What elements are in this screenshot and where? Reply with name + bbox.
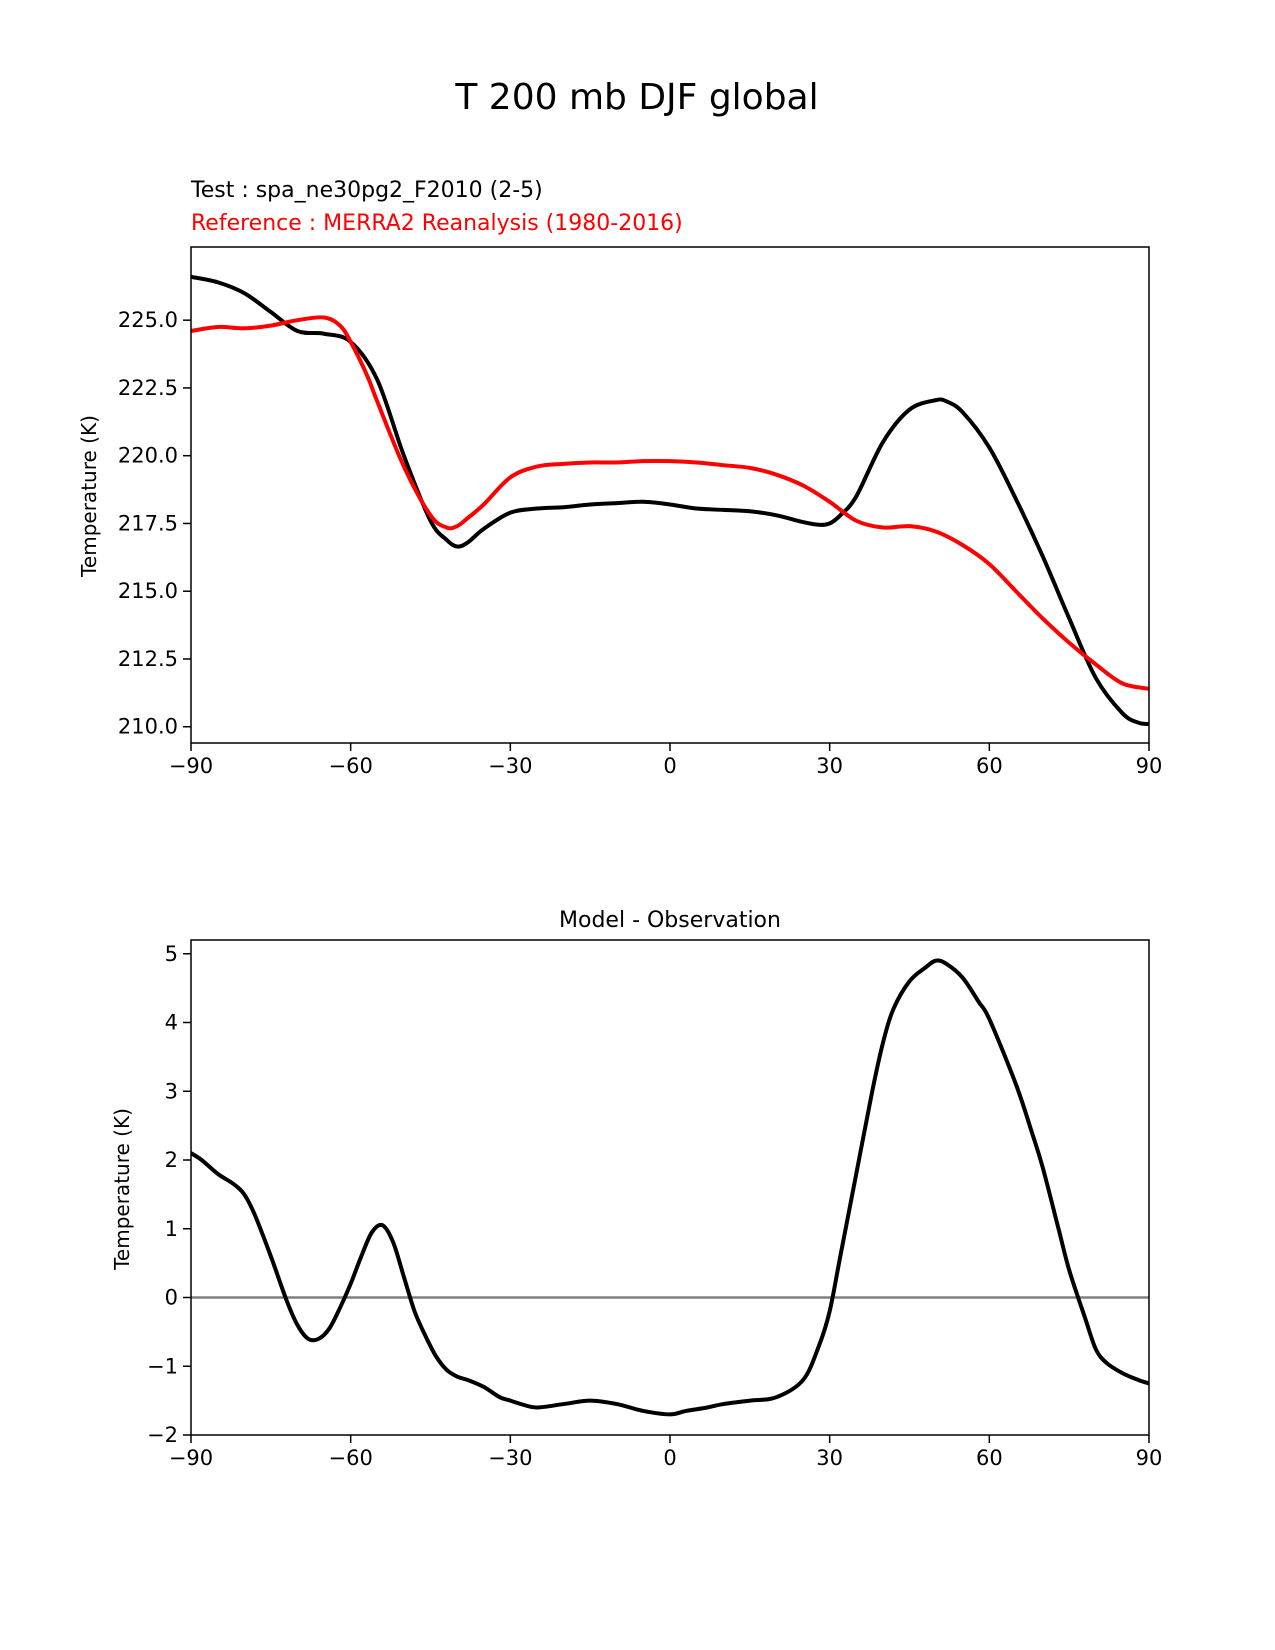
- bottom-x-tick-label: −30: [488, 1446, 532, 1470]
- top-x-tick-label: 60: [976, 754, 1003, 778]
- top-y-tick-label: 215.0: [118, 579, 178, 603]
- top-x-tick-label: −30: [488, 754, 532, 778]
- test-label: Test : spa_ne30pg2_F2010 (2-5): [190, 178, 543, 203]
- bottom-panel: Model - Observation Temperature (K) −90−…: [110, 908, 1162, 1470]
- bottom-plot-frame: [190, 939, 1150, 1436]
- bottom-y-tick-label: 0: [165, 1286, 178, 1310]
- top-x-tick-label: −60: [329, 754, 373, 778]
- bottom-series-line-difference: [191, 958, 1149, 1417]
- bottom-x-tick-label: 60: [976, 1446, 1003, 1470]
- top-y-tick-label: 212.5: [118, 647, 178, 671]
- bottom-y-tick-label: 1: [165, 1217, 178, 1241]
- top-y-tick-label: 210.0: [118, 715, 178, 739]
- bottom-y-tick-label: −2: [147, 1423, 178, 1447]
- bottom-x-tick-label: 90: [1136, 1446, 1163, 1470]
- bottom-y-tick-label: 3: [165, 1079, 178, 1103]
- top-x-tick-label: −90: [169, 754, 213, 778]
- bottom-panel-title: Model - Observation: [559, 908, 781, 933]
- figure-title: T 200 mb DJF global: [454, 77, 818, 118]
- top-plot-frame: [190, 246, 1150, 744]
- top-x-tick-label: 30: [816, 754, 843, 778]
- top-y-tick-label: 222.5: [118, 376, 178, 400]
- top-x-tick-label: 90: [1136, 754, 1163, 778]
- bottom-x-tick-label: −90: [169, 1446, 213, 1470]
- bottom-x-tick-label: 30: [816, 1446, 843, 1470]
- bottom-x-tick-label: −60: [329, 1446, 373, 1470]
- top-y-tick-label: 217.5: [118, 511, 178, 535]
- top-series-line-test: [191, 274, 1149, 727]
- bottom-y-tick-label: −1: [147, 1354, 178, 1378]
- top-y-tick-label: 225.0: [118, 308, 178, 332]
- top-series-line-reference: [191, 315, 1149, 691]
- bottom-plot-lines: [191, 958, 1149, 1417]
- top-axis-ticks: −90 −60 −30 0 30 60 90 210.0 212.5 215.0 217.5 220.…: [118, 308, 1162, 778]
- top-x-tick-label: 0: [663, 754, 676, 778]
- bottom-y-tick-label: 2: [165, 1148, 178, 1172]
- bottom-y-axis-label: Temperature (K): [110, 1108, 134, 1271]
- top-plot-lines: [191, 274, 1149, 727]
- top-y-axis-label: Temperature (K): [77, 415, 101, 578]
- bottom-x-tick-label: 0: [663, 1446, 676, 1470]
- bottom-y-tick-label: 4: [165, 1011, 178, 1035]
- top-panel: Test : spa_ne30pg2_F2010 (2-5) Reference…: [77, 178, 1162, 778]
- reference-label: Reference : MERRA2 Reanalysis (1980-2016…: [191, 211, 683, 236]
- top-y-tick-label: 220.0: [118, 444, 178, 468]
- bottom-axis-ticks: −90 −60 −30 0 30 60 90 −2 −1 0 1 2 3 4 5: [147, 942, 1162, 1470]
- bottom-y-tick-label: 5: [165, 942, 178, 966]
